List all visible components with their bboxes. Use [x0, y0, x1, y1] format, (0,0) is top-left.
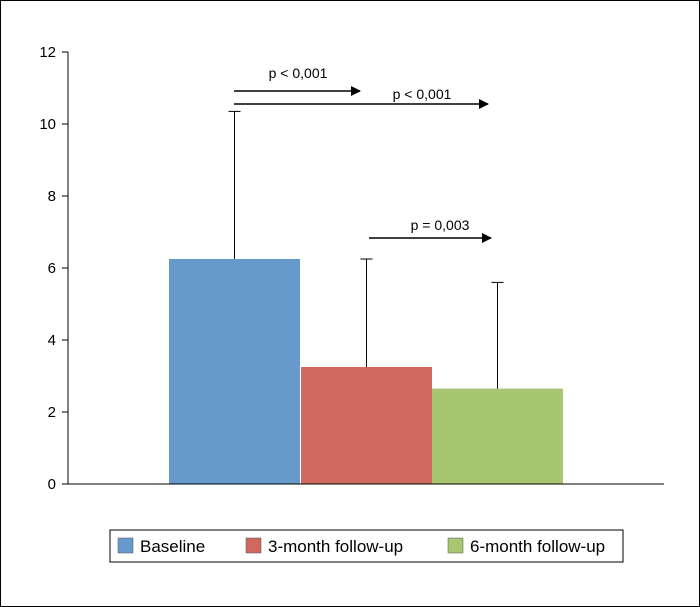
- bar-1: [169, 259, 300, 484]
- y-tick-label: 4: [48, 332, 56, 349]
- bar-3: [432, 388, 563, 484]
- axes: [67, 52, 664, 485]
- p-value-label-3: p = 0,003: [411, 217, 470, 233]
- legend-label-1: Baseline: [140, 537, 205, 556]
- legend-swatch-2: [245, 537, 262, 554]
- legend-label-2: 3-month follow-up: [268, 537, 403, 556]
- legend-box: [109, 529, 624, 563]
- legend-swatch-1: [117, 537, 134, 554]
- y-tick-label: 8: [48, 188, 56, 205]
- y-tick-label: 12: [39, 44, 56, 61]
- error-bars: [228, 110, 504, 389]
- y-tick-label: 6: [48, 260, 56, 277]
- legend-label-3: 6-month follow-up: [470, 537, 605, 556]
- significance-annotations: p < 0,001 p < 0,001 p = 0,003: [234, 65, 492, 243]
- y-tick-label: 2: [48, 404, 56, 421]
- p-value-label-1: p < 0,001: [269, 65, 328, 81]
- bar-2: [301, 367, 432, 484]
- legend-swatch-3: [447, 537, 464, 554]
- p-value-label-2: p < 0,001: [393, 86, 452, 102]
- y-tick-label: 0: [48, 476, 56, 493]
- bars: [169, 259, 563, 484]
- y-tick-label: 10: [39, 116, 56, 133]
- y-axis-ticks: 0 2 4 6 8 10 12: [39, 44, 68, 493]
- legend: Baseline 3-month follow-up 6-month follow-…: [109, 529, 624, 563]
